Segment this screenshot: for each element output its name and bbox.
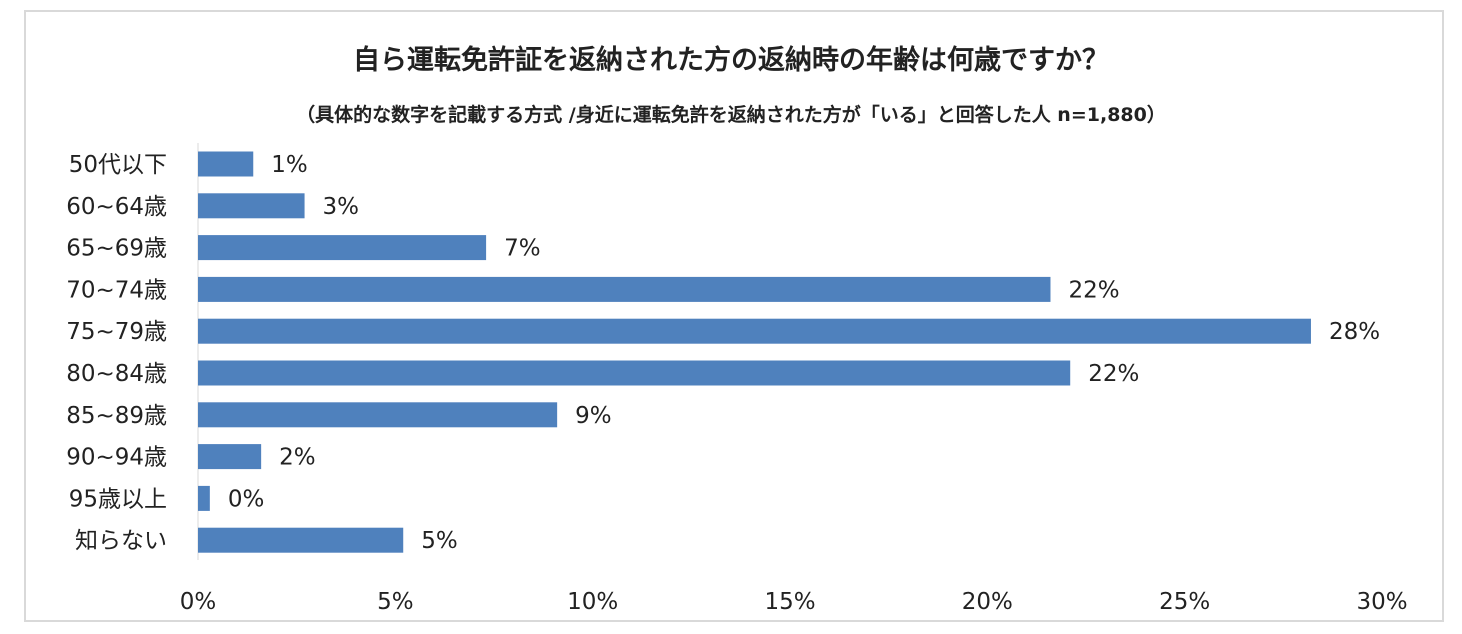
value-label: 1% — [271, 152, 308, 178]
x-tick-label: 15% — [764, 589, 815, 615]
bar-4 — [198, 318, 1311, 344]
value-label: 2% — [279, 445, 316, 471]
bar-3 — [198, 276, 1051, 302]
bar-7 — [198, 444, 262, 470]
category-label: 65~69歳 — [66, 236, 167, 262]
category-label: 60~64歳 — [66, 194, 167, 220]
bar-0 — [198, 151, 254, 177]
value-label: 28% — [1329, 319, 1380, 345]
x-tick-label: 20% — [962, 589, 1013, 615]
category-label: 50代以下 — [69, 152, 167, 178]
value-label: 22% — [1088, 361, 1139, 387]
bar-5 — [198, 360, 1071, 386]
x-tick-label: 30% — [1356, 589, 1407, 615]
category-label: 90~94歳 — [66, 445, 167, 471]
category-label: 75~79歳 — [66, 319, 167, 345]
value-label: 5% — [421, 528, 458, 554]
x-tick-label: 10% — [567, 589, 618, 615]
bar-9 — [198, 527, 404, 553]
x-tick-label: 0% — [180, 589, 217, 615]
category-label: 80~84歳 — [66, 361, 167, 387]
value-label: 22% — [1068, 277, 1119, 303]
chart-frame — [24, 10, 1444, 622]
bar-2 — [198, 235, 487, 261]
value-label: 3% — [323, 194, 360, 220]
category-label: 70~74歳 — [66, 277, 167, 303]
bar-1 — [198, 193, 305, 219]
bar-8 — [198, 485, 210, 511]
value-label: 9% — [575, 403, 612, 429]
category-label: 85~89歳 — [66, 403, 167, 429]
bar-6 — [198, 402, 558, 428]
chart-title: 自ら運転免許証を返納された方の返納時の年齢は何歳ですか？ — [353, 45, 1109, 76]
value-label: 7% — [504, 236, 541, 262]
category-label: 知らない — [75, 528, 167, 554]
x-tick-label: 25% — [1159, 589, 1210, 615]
x-tick-label: 5% — [377, 589, 414, 615]
chart-subtitle: （具体的な数字を記載する方式 /身近に運転免許を返納された方が「いる」と回答した… — [296, 104, 1166, 126]
value-label: 0% — [228, 486, 265, 512]
category-label: 95歳以上 — [69, 486, 167, 512]
